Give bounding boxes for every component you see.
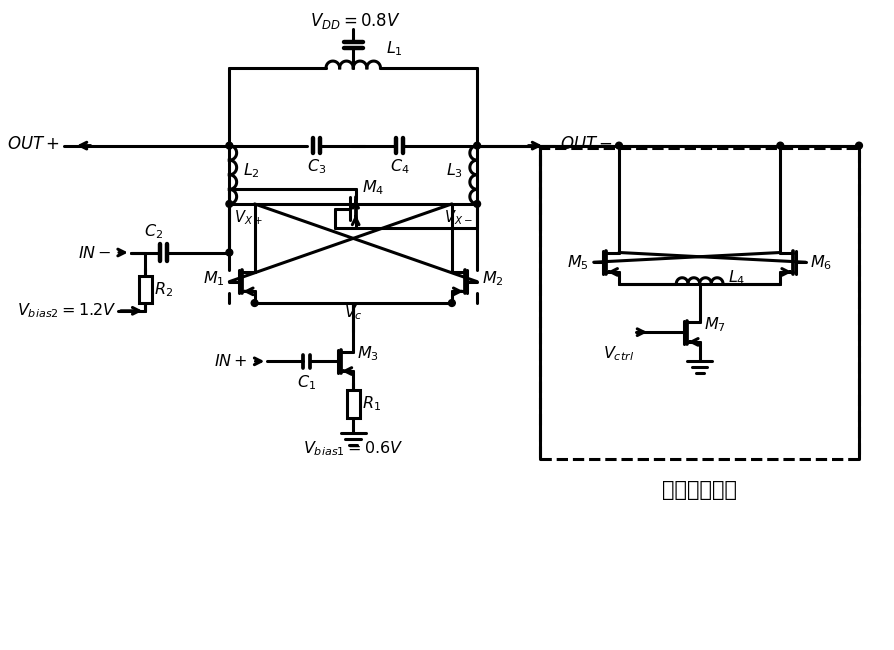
Text: $M_6$: $M_6$ [811,253,832,272]
Circle shape [616,142,622,149]
Text: $V_{ctrl}$: $V_{ctrl}$ [603,344,635,363]
Text: $C_1$: $C_1$ [297,373,316,392]
Text: $M_5$: $M_5$ [567,253,589,272]
Text: $M_7$: $M_7$ [704,315,725,333]
Text: $OUT+$: $OUT+$ [6,135,59,153]
Text: $C_2$: $C_2$ [144,222,163,241]
Text: $M_2$: $M_2$ [482,269,504,288]
Circle shape [777,142,784,149]
Circle shape [226,142,232,149]
Text: 可调电感电路: 可调电感电路 [662,480,738,500]
Bar [540,148,859,458]
Circle shape [226,200,232,207]
Text: $R_1$: $R_1$ [362,395,381,413]
Text: $V_{X-}$: $V_{X-}$ [443,208,472,226]
Text: $V_c$: $V_c$ [344,304,363,322]
Circle shape [856,142,863,149]
Circle shape [474,200,481,207]
Text: $M_4$: $M_4$ [362,178,384,197]
Bar [347,391,359,418]
Text: $L_4$: $L_4$ [728,269,746,287]
Text: $V_{X+}$: $V_{X+}$ [234,208,263,226]
Text: $R_2$: $R_2$ [154,280,173,299]
Text: $C_3$: $C_3$ [308,157,326,176]
Text: $M_3$: $M_3$ [357,344,379,363]
Text: $M_1$: $M_1$ [203,269,224,288]
Text: $C_4$: $C_4$ [390,157,409,176]
Circle shape [226,249,232,256]
Text: $OUT-$: $OUT-$ [560,135,612,153]
Text: $V_{DD}=0.8V$: $V_{DD}=0.8V$ [310,11,401,31]
Text: $V_{bias2}=1.2V$: $V_{bias2}=1.2V$ [17,302,116,320]
Circle shape [449,300,455,306]
Text: $IN+$: $IN+$ [215,354,248,369]
Circle shape [251,300,258,306]
Text: $L_2$: $L_2$ [243,162,260,180]
Text: $V_{bias1}=0.6V$: $V_{bias1}=0.6V$ [303,439,403,458]
Text: $L_3$: $L_3$ [446,162,463,180]
Circle shape [474,142,481,149]
Bar [139,276,152,303]
Text: $L_1$: $L_1$ [386,40,403,58]
Text: $IN-$: $IN-$ [78,244,111,261]
